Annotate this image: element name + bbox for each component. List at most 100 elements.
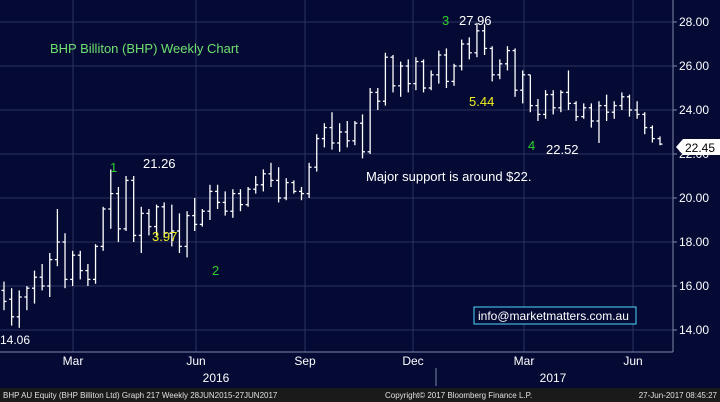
footer-security: BHP AU Equity (BHP Billiton Ltd) Graph 2… [3,391,278,400]
ohlc-bar [199,209,205,227]
ohlc-bar [497,59,503,80]
x-tick-jun-2017: Jun [623,354,642,368]
ohlc-bar [535,99,541,121]
ohlc-bar [619,92,625,110]
ohlc-bar [642,112,648,135]
ohlc-bar [161,202,167,238]
ohlc-bar [1,281,7,311]
ohlc-bar [451,63,457,86]
ohlc-bar [428,70,434,91]
wave-3-price: 27.96 [459,13,492,28]
ohlc-bar [9,288,15,326]
ohlc-bar [596,101,602,143]
ohlc-bar [489,46,495,82]
ohlc-bar [314,134,320,172]
ohlc-bar [85,264,91,286]
ohlc-bar [154,204,160,236]
last-price-marker [676,139,720,155]
ohlc-bar [634,101,640,119]
ohlc-bar [436,50,442,84]
ohlc-bar [291,180,297,194]
y-tick-label: 14.00 [679,323,709,337]
ohlc-bar [169,204,175,247]
ohlc-bar [283,178,289,201]
ohlc-bar [276,167,282,203]
ohlc-bar [245,187,251,207]
ohlc-bar [588,103,594,128]
ohlc-bar [520,70,526,104]
last-price-label: 22.45 [685,141,715,155]
y-tick-label: 18.00 [679,235,709,249]
x-year-2017: 2017 [540,371,567,385]
ohlc-bar [32,270,38,304]
ohlc-bar [459,39,465,71]
ohlc-bar [558,90,564,113]
x-tick-jun-2016: Jun [186,354,205,368]
ohlc-bar [115,187,121,242]
grid-lines [0,0,673,352]
ohlc-bar [184,211,190,258]
ohlc-bar [550,90,556,115]
website-box [473,306,637,325]
x-tick-mar-2016: Mar [63,354,84,368]
website-label[interactable]: info@marketmatters.com.au [478,309,629,323]
ohlc-bar [215,184,221,209]
ohlc-bar [108,169,114,229]
ohlc-bar [321,123,327,148]
ohlc-bar [649,125,655,143]
ohlc-bar [138,206,144,253]
ohlc-bar [604,94,610,121]
chart-title: BHP Billiton (BHP) Weekly Chart [50,41,239,56]
wave-4-label: 4 [528,138,535,153]
ohlc-bar [222,191,228,216]
ohlc-bar [390,55,396,93]
footer-copyright: Copyright© 2017 Bloomberg Finance L.P. [385,391,532,400]
wave-4-price: 22.52 [546,142,579,157]
ohlc-bar [329,112,335,150]
ohlc-bar [626,94,632,117]
ohlc-bar [344,121,350,148]
ohlc-bar [413,57,419,91]
y-tick-label: 26.00 [679,59,709,73]
wave-2-label: 2 [212,263,219,278]
wave-3-label: 3 [442,13,449,28]
price-bars [1,22,663,328]
ohlc-bar [504,46,510,71]
x-tick-sep-2016: Sep [294,354,316,368]
ohlc-bar [268,162,274,187]
ohlc-bar [47,253,53,297]
ohlc-bar [237,189,243,212]
x-tick-mar-2017: Mar [514,354,535,368]
ohlc-bar [657,136,663,146]
ohlc-bar [611,101,617,119]
ohlc-bar [230,189,236,218]
wave-4-move: 5.44 [469,94,494,109]
ohlc-bar [375,88,381,110]
x-tick-dec-2016: Dec [402,354,423,368]
y-tick-label: 16.00 [679,279,709,293]
ohlc-bar [260,169,266,192]
y-tick-label: 28.00 [679,15,709,29]
ohlc-bar [100,206,106,251]
plot-area [0,0,673,352]
wave-1-price: 21.26 [143,156,176,171]
ohlc-bar [306,162,312,198]
ohlc-bar [24,286,30,311]
ohlc-bar [405,59,411,93]
ohlc-bar [337,123,343,152]
ohlc-bar [146,209,152,236]
ohlc-bar [54,209,60,267]
ohlc-bar [367,88,373,154]
footer-bar [0,388,720,402]
footer-timestamp: 27-Jun-2017 08:45:27 [639,391,718,400]
ohlc-bar [253,176,259,194]
ohlc-bar [382,52,388,106]
ohlc-bar [39,264,45,291]
ohlc-bar [581,103,587,119]
ohlc-bar [123,176,129,231]
ohlc-bar [466,37,472,60]
ohlc-bar [360,114,366,159]
support-note: Major support is around $22. [366,169,531,184]
